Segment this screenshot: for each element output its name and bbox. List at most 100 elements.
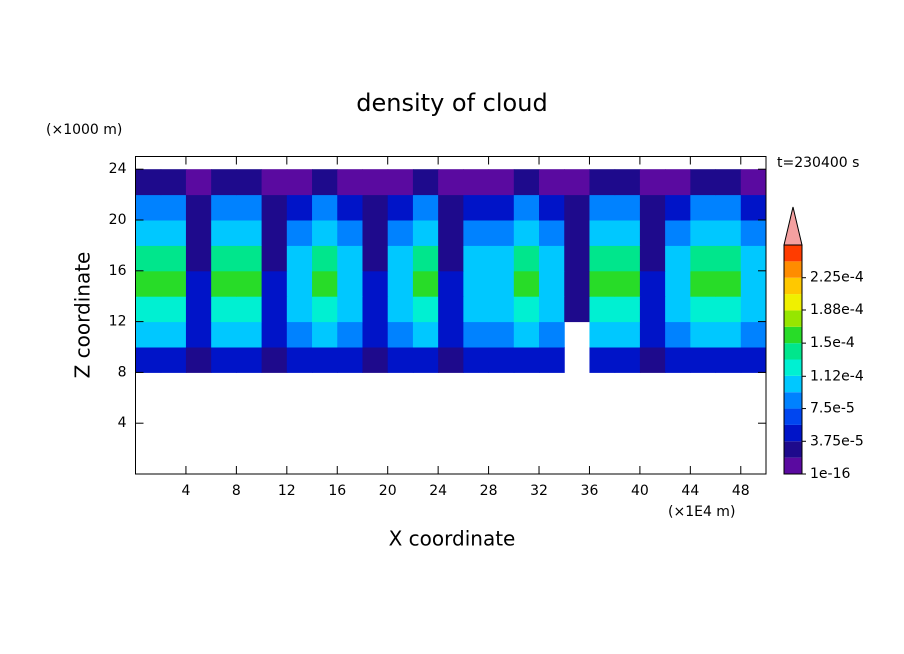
cell — [690, 245, 717, 272]
colorbar-band — [784, 343, 802, 360]
cell — [236, 347, 263, 373]
cell — [589, 194, 616, 221]
colorbar-band — [784, 441, 802, 458]
y-tick-label: 16 — [109, 263, 127, 279]
cell — [236, 321, 263, 348]
colorbar-label: 1.88e-4 — [810, 302, 864, 318]
cell — [665, 296, 691, 323]
cell — [438, 321, 464, 348]
cell — [362, 194, 389, 221]
cell — [412, 245, 439, 272]
cell — [589, 270, 616, 297]
cell — [564, 245, 590, 272]
cell — [337, 169, 363, 196]
cell — [261, 220, 288, 246]
cell — [665, 245, 691, 272]
cell — [690, 194, 717, 221]
cell — [438, 194, 464, 221]
cell — [639, 321, 666, 348]
cell — [286, 220, 313, 246]
colorbar-frame — [783, 244, 803, 475]
x-tick-label: 16 — [328, 483, 346, 499]
cell — [463, 347, 490, 373]
cell — [337, 194, 363, 221]
x-tick-label: 36 — [581, 483, 599, 499]
cell — [740, 220, 767, 246]
cell — [665, 321, 691, 348]
cell — [488, 194, 515, 221]
cell — [286, 194, 313, 221]
cell — [160, 245, 187, 272]
cell — [513, 347, 540, 373]
cell — [412, 347, 439, 373]
cell — [564, 270, 590, 297]
x-tick-label: 48 — [732, 483, 750, 499]
cell — [513, 220, 540, 246]
x-tick-label: 32 — [530, 483, 548, 499]
cell — [438, 220, 464, 246]
cell — [211, 321, 237, 348]
cell — [362, 169, 389, 196]
cell — [564, 220, 590, 246]
cell — [337, 270, 363, 297]
cell — [362, 270, 389, 297]
cell — [185, 321, 212, 348]
cell — [715, 321, 742, 348]
cell — [387, 220, 414, 246]
colorbar-band — [784, 294, 802, 311]
cell — [286, 296, 313, 323]
cell — [135, 220, 162, 246]
cell — [312, 270, 338, 297]
y-tick-label: 4 — [118, 415, 127, 431]
cell — [589, 296, 616, 323]
colorbar-band — [784, 326, 802, 344]
cell — [185, 220, 212, 246]
cell — [387, 169, 414, 196]
colorbar-band — [784, 424, 802, 442]
colorbar-extension — [783, 206, 803, 246]
cell — [539, 220, 565, 246]
x-tick-label: 20 — [379, 483, 397, 499]
cell — [614, 321, 641, 348]
cell — [639, 245, 666, 272]
cell — [614, 194, 641, 221]
cell — [513, 270, 540, 297]
cell — [135, 194, 162, 221]
cell — [740, 321, 767, 348]
cell — [715, 296, 742, 323]
cell — [513, 321, 540, 348]
cell — [160, 220, 187, 246]
cell — [463, 169, 490, 196]
cell — [438, 169, 464, 196]
cell — [438, 270, 464, 297]
cell — [135, 296, 162, 323]
cell — [312, 169, 338, 196]
cell — [740, 347, 767, 373]
cell — [539, 321, 565, 348]
cell — [185, 347, 212, 373]
chart-title: density of cloud — [356, 89, 547, 117]
y-tick-label: 20 — [109, 212, 127, 228]
cell — [438, 245, 464, 272]
cell — [412, 270, 439, 297]
cell — [463, 296, 490, 323]
cell — [412, 220, 439, 246]
cell — [665, 347, 691, 373]
cell — [211, 220, 237, 246]
cell — [740, 194, 767, 221]
cell — [261, 270, 288, 297]
cell — [236, 270, 263, 297]
cell — [312, 194, 338, 221]
colorbar-band — [784, 261, 802, 278]
cell — [614, 220, 641, 246]
colorbar-band — [784, 310, 802, 327]
cell — [337, 321, 363, 348]
cell — [665, 220, 691, 246]
cell — [387, 270, 414, 297]
cell — [715, 169, 742, 196]
cell — [387, 245, 414, 272]
cell — [639, 296, 666, 323]
cell — [261, 169, 288, 196]
colorbar-label: 2.25e-4 — [810, 270, 864, 286]
